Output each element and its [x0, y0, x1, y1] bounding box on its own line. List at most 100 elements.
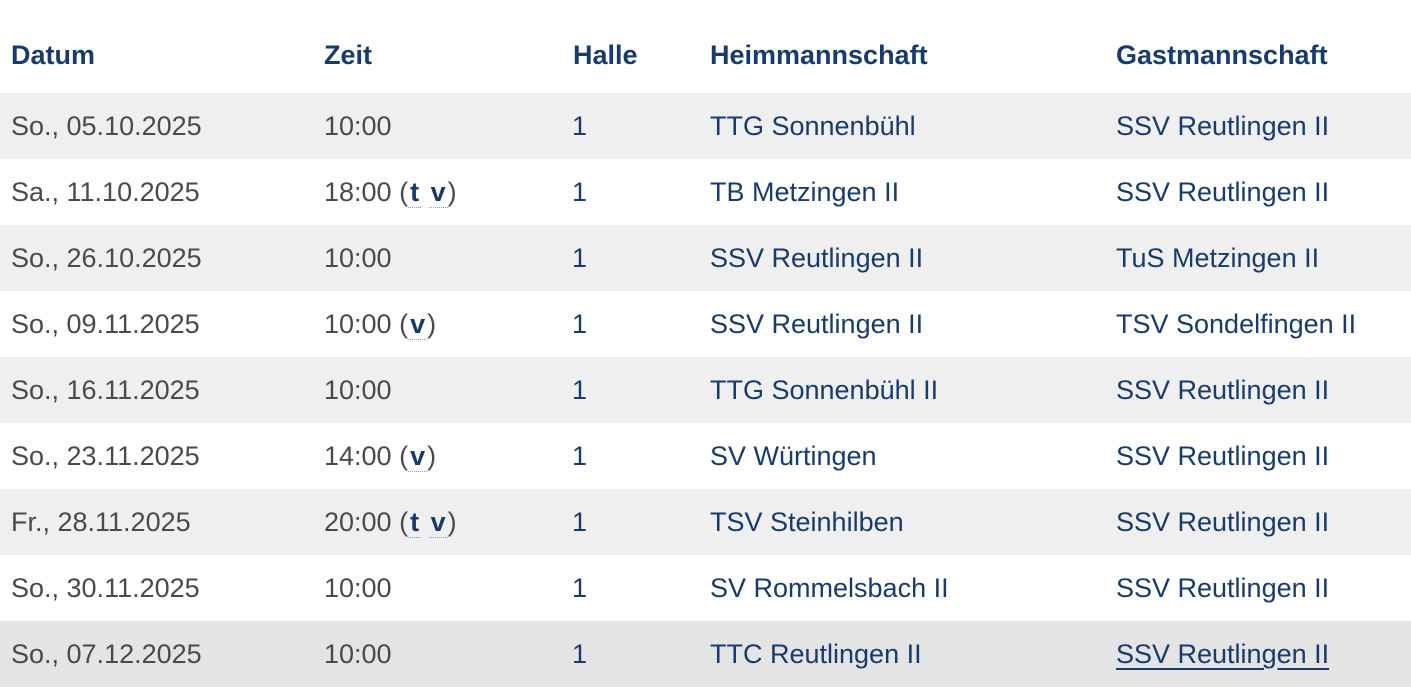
home-team-link[interactable]: TTG Sonnenbühl II: [710, 375, 939, 405]
column-header-date: Datum: [11, 40, 96, 70]
guest-team-cell: TSV Sondelfingen II: [1116, 307, 1356, 341]
home-team-link[interactable]: TSV Steinhilben: [710, 507, 904, 537]
hall-number: 1: [572, 243, 588, 273]
match-date: So., 05.10.2025: [11, 111, 202, 141]
flags-open-paren: (: [391, 441, 409, 471]
match-time-value: 10:00: [324, 111, 392, 141]
schedule-flag-v[interactable]: v: [428, 177, 448, 208]
match-date: So., 26.10.2025: [11, 243, 202, 273]
home-team-link[interactable]: TTG Sonnenbühl: [710, 111, 916, 141]
match-time-value: 10:00: [324, 639, 392, 669]
hall-number: 1: [572, 507, 588, 537]
match-time-value: 10:00: [324, 309, 392, 339]
guest-team-cell: SSV Reutlingen II: [1116, 175, 1329, 209]
table-header-row: Datum Zeit Halle Heimmannschaft Gastmann…: [0, 0, 1411, 93]
match-date: So., 16.11.2025: [11, 375, 200, 405]
flags-close-paren: ): [447, 507, 457, 537]
table-row: Fr., 28.11.2025 20:00 (t v) 1 TSV Steinhilb…: [0, 489, 1411, 555]
column-header-home-team: Heimmannschaft: [710, 40, 928, 70]
column-header-guest-team: Gastmannschaft: [1116, 40, 1328, 70]
home-team-link[interactable]: SV Rommelsbach II: [710, 573, 949, 603]
match-time: 10:00: [324, 637, 392, 671]
home-team-cell: SV Würtingen: [710, 439, 877, 473]
table-row: So., 09.11.2025 10:00 (v) 1 SSV Reutlingen …: [0, 291, 1411, 357]
table-row: So., 23.11.2025 14:00 (v) 1 SV Würtingen SSV…: [0, 423, 1411, 489]
hall-number: 1: [572, 639, 588, 669]
guest-team-link[interactable]: SSV Reutlingen II: [1116, 507, 1330, 537]
schedule-flag-t[interactable]: t: [408, 507, 422, 538]
table-row: Sa., 11.10.2025 18:00 (t v) 1 TB Metzingen …: [0, 159, 1411, 225]
guest-team-cell: SSV Reutlingen II: [1116, 109, 1329, 143]
match-date: Sa., 11.10.2025: [11, 177, 200, 207]
guest-team-cell: SSV Reutlingen II: [1116, 439, 1329, 473]
match-time: 10:00 (v): [324, 307, 436, 341]
match-time-value: 14:00: [324, 441, 392, 471]
guest-team-link[interactable]: SSV Reutlingen II: [1116, 177, 1330, 207]
home-team-link[interactable]: SSV Reutlingen II: [710, 243, 924, 273]
home-team-cell: TTG Sonnenbühl II: [710, 373, 938, 407]
match-time-value: 10:00: [324, 243, 392, 273]
hall-number: 1: [572, 573, 588, 603]
hall-number: 1: [572, 111, 588, 141]
flags-open-paren: (: [391, 507, 409, 537]
flags-open-paren: (: [391, 177, 409, 207]
guest-team-cell: TuS Metzingen II: [1116, 241, 1319, 275]
match-time: 18:00 (t v): [324, 175, 457, 209]
match-date: So., 23.11.2025: [11, 441, 200, 471]
match-time: 10:00: [324, 571, 392, 605]
match-date: So., 30.11.2025: [11, 573, 200, 603]
table-row: So., 05.10.2025 10:00 1 TTG Sonnenbühl SSV R…: [0, 93, 1411, 159]
table-row: So., 26.10.2025 10:00 1 SSV Reutlingen II Tu…: [0, 225, 1411, 291]
home-team-cell: SSV Reutlingen II: [710, 241, 923, 275]
home-team-cell: SSV Reutlingen II: [710, 307, 923, 341]
home-team-link[interactable]: SV Würtingen: [710, 441, 877, 471]
column-header-time: Zeit: [324, 40, 373, 70]
home-team-link[interactable]: TTC Reutlingen II: [710, 639, 922, 669]
guest-team-link[interactable]: TSV Sondelfingen II: [1116, 309, 1357, 339]
table-row: So., 16.11.2025 10:00 1 TTG Sonnenbühl II SS…: [0, 357, 1411, 423]
flags-close-paren: ): [427, 309, 437, 339]
home-team-cell: TTG Sonnenbühl: [710, 109, 916, 143]
home-team-cell: TB Metzingen II: [710, 175, 899, 209]
match-time: 10:00: [324, 109, 392, 143]
home-team-cell: SV Rommelsbach II: [710, 571, 949, 605]
match-date: Fr., 28.11.2025: [11, 507, 191, 537]
flags-open-paren: (: [391, 309, 409, 339]
match-time: 10:00: [324, 241, 392, 275]
home-team-cell: TSV Steinhilben: [710, 505, 904, 539]
table-row: So., 30.11.2025 10:00 1 SV Rommelsbach II SS…: [0, 555, 1411, 621]
hall-number: 1: [572, 309, 588, 339]
guest-team-link[interactable]: SSV Reutlingen II: [1116, 441, 1330, 471]
guest-team-link[interactable]: SSV Reutlingen II: [1116, 111, 1330, 141]
guest-team-cell: SSV Reutlingen II: [1116, 505, 1329, 539]
hall-number: 1: [572, 177, 588, 207]
match-time: 10:00: [324, 373, 392, 407]
guest-team-link[interactable]: SSV Reutlingen II: [1116, 375, 1330, 405]
guest-team-cell: SSV Reutlingen II: [1116, 373, 1329, 407]
guest-team-link[interactable]: SSV Reutlingen II: [1116, 573, 1330, 603]
flags-close-paren: ): [447, 177, 457, 207]
guest-team-cell: SSV Reutlingen II: [1116, 637, 1329, 671]
home-team-cell: TTC Reutlingen II: [710, 637, 922, 671]
match-time-value: 10:00: [324, 375, 392, 405]
home-team-link[interactable]: SSV Reutlingen II: [710, 309, 924, 339]
match-date: So., 09.11.2025: [11, 309, 200, 339]
guest-team-link[interactable]: SSV Reutlingen II: [1116, 639, 1330, 669]
flags-close-paren: ): [427, 441, 437, 471]
column-header-hall: Halle: [573, 40, 638, 70]
schedule-flag-v[interactable]: v: [408, 309, 428, 340]
guest-team-link[interactable]: TuS Metzingen II: [1116, 243, 1320, 273]
home-team-link[interactable]: TB Metzingen II: [710, 177, 900, 207]
schedule-flag-v[interactable]: v: [408, 441, 428, 472]
match-time: 20:00 (t v): [324, 505, 457, 539]
match-date: So., 07.12.2025: [11, 639, 202, 669]
table-row: So., 07.12.2025 10:00 1 TTC Reutlingen II SS…: [0, 621, 1411, 687]
match-time-value: 10:00: [324, 573, 392, 603]
hall-number: 1: [572, 441, 588, 471]
schedule-flag-v[interactable]: v: [428, 507, 448, 538]
match-time-value: 20:00: [324, 507, 392, 537]
guest-team-cell: SSV Reutlingen II: [1116, 571, 1329, 605]
hall-number: 1: [572, 375, 588, 405]
schedule-flag-t[interactable]: t: [408, 177, 422, 208]
